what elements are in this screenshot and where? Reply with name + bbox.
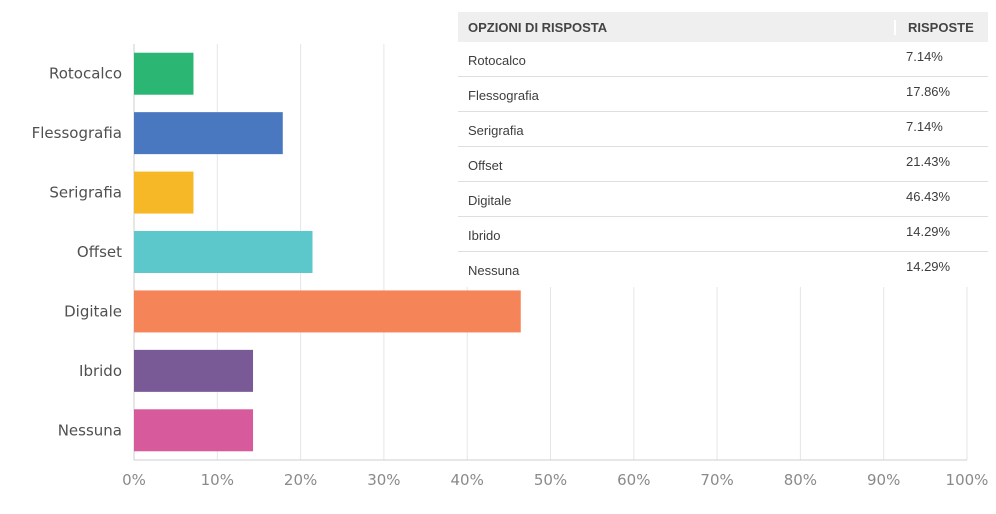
table-row: Flessografia 17.86% <box>458 77 988 112</box>
bar <box>134 290 521 333</box>
x-tick-label: 60% <box>617 471 650 489</box>
bar <box>134 349 254 392</box>
table-row: Rotocalco 7.14% <box>458 42 988 77</box>
bar <box>134 231 313 273</box>
category-labels: Rotocalco Flessografia Serigrafia Offset Dig… <box>32 65 122 440</box>
row-value: 14.29% <box>906 259 951 274</box>
row-option: Ibrido <box>468 228 501 243</box>
bars <box>134 52 521 452</box>
row-option: Serigrafia <box>468 123 524 138</box>
x-tick-label: 90% <box>867 471 900 489</box>
bar <box>134 52 194 95</box>
row-option: Digitale <box>468 193 512 208</box>
bar <box>134 171 194 214</box>
bar <box>134 409 254 452</box>
category-label: Flessografia <box>32 124 122 142</box>
answer-table: OPZIONI DI RISPOSTA RISPOSTE Rotocalco 7… <box>458 12 988 287</box>
table-row: Offset 21.43% <box>458 147 988 182</box>
header-responses: RISPOSTE <box>894 19 988 35</box>
row-option: Nessuna <box>468 263 520 278</box>
category-label: Rotocalco <box>49 65 122 83</box>
category-label: Digitale <box>64 302 122 320</box>
x-tick-labels: 0% 10% 20% 30% 40% 50% 60% 70% 80% 90% 100% <box>122 471 988 489</box>
x-tick-label: 70% <box>700 471 733 489</box>
category-label: Serigrafia <box>49 184 122 202</box>
row-option: Rotocalco <box>468 53 526 68</box>
category-label: Offset <box>77 243 122 261</box>
x-tick-label: 50% <box>534 471 567 489</box>
row-value: 14.29% <box>906 224 951 239</box>
x-tick-label: 30% <box>367 471 400 489</box>
table-header: OPZIONI DI RISPOSTA RISPOSTE <box>458 12 988 42</box>
x-tick-label: 100% <box>946 471 989 489</box>
table-row: Ibrido 14.29% <box>458 217 988 252</box>
row-option: Offset <box>468 158 503 173</box>
x-tick-label: 10% <box>201 471 234 489</box>
row-option: Flessografia <box>468 88 539 103</box>
table-row: Digitale 46.43% <box>458 182 988 217</box>
table-row: Serigrafia 7.14% <box>458 112 988 147</box>
row-value: 7.14% <box>906 49 943 64</box>
row-value: 7.14% <box>906 119 943 134</box>
category-label: Ibrido <box>79 362 122 380</box>
category-label: Nessuna <box>58 421 122 439</box>
x-tick-label: 0% <box>122 471 146 489</box>
row-value: 17.86% <box>906 84 951 99</box>
x-tick-label: 80% <box>784 471 817 489</box>
row-value: 46.43% <box>906 189 951 204</box>
x-tick-label: 40% <box>451 471 484 489</box>
table-row: Nessuna 14.29% <box>458 252 988 287</box>
bar <box>134 112 283 155</box>
x-tick-label: 20% <box>284 471 317 489</box>
header-answer-options: OPZIONI DI RISPOSTA <box>468 19 608 35</box>
row-value: 21.43% <box>906 154 951 169</box>
